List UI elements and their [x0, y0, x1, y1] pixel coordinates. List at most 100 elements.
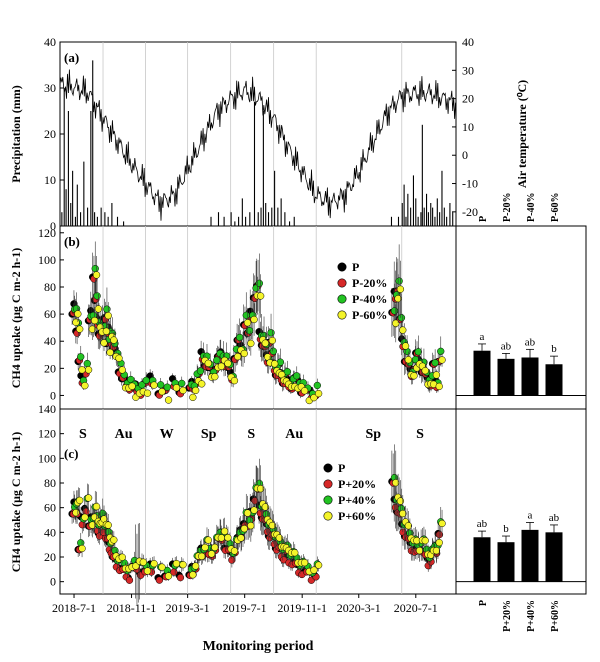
bar-category-label: P+20%: [502, 600, 513, 632]
data-point: [102, 327, 111, 335]
panel-a-right-ticks: -20 -10 0 10 20 30 40: [452, 35, 478, 219]
bar-category-label: P-60%: [550, 193, 561, 222]
bar-category-label: P: [478, 216, 489, 222]
data-point: [414, 348, 422, 356]
data-point: [72, 318, 80, 326]
data-point: [411, 355, 420, 364]
y-tick-label: 0: [50, 575, 56, 589]
bar: [521, 357, 539, 396]
legend-marker: [323, 511, 333, 521]
data-point: [150, 560, 158, 568]
data-point: [91, 316, 99, 325]
data-point: [100, 339, 108, 347]
data-point: [268, 336, 276, 345]
data-point: [118, 366, 126, 374]
data-point: [392, 479, 400, 487]
data-point: [396, 497, 405, 505]
y-tick-label: 60: [44, 307, 56, 321]
data-point: [172, 559, 181, 568]
data-point: [163, 383, 171, 391]
data-point: [221, 527, 229, 535]
data-point: [198, 380, 206, 388]
precipitation-axis-title: Precipitation (mm): [9, 85, 23, 182]
data-point: [192, 562, 200, 570]
data-point: [155, 576, 164, 584]
data-point: [179, 561, 187, 569]
data-point: [192, 386, 200, 395]
significance-letter: b: [551, 343, 557, 355]
data-point: [247, 522, 255, 530]
data-point: [401, 342, 410, 350]
data-point: [189, 393, 197, 402]
y-tick-label: 60: [44, 501, 56, 515]
panel-c-y-ticks: 0 20 40 60 80 100 120 140: [38, 402, 64, 589]
data-point: [198, 552, 206, 560]
data-point: [81, 513, 89, 521]
season-label: S: [79, 427, 87, 442]
y-tick-label: 120: [38, 427, 56, 441]
data-point: [204, 536, 212, 544]
data-point: [118, 553, 126, 561]
data-point: [404, 356, 413, 364]
significance-letter: ab: [501, 340, 512, 352]
data-point: [243, 509, 252, 517]
precip-tick-label: 40: [44, 35, 56, 49]
legend-marker: [337, 278, 347, 288]
data-point: [432, 547, 441, 555]
data-point: [78, 544, 86, 553]
data-point: [78, 366, 86, 374]
data-point: [104, 521, 112, 529]
x-tick-label: 2018-7-1: [52, 601, 96, 615]
data-point: [176, 573, 185, 582]
data-point: [76, 325, 84, 333]
data-point: [275, 534, 284, 542]
data-point: [247, 339, 255, 348]
data-point: [211, 543, 219, 552]
data-point: [189, 571, 197, 579]
precip-tick-label: 0: [50, 219, 56, 233]
significance-letter: ab: [525, 336, 536, 348]
panel-b-label: (b): [64, 234, 80, 249]
data-point: [142, 376, 150, 384]
season-label: W: [160, 427, 174, 442]
bar-category-label: P+60%: [550, 600, 561, 632]
data-point: [415, 546, 424, 555]
panel-a-left-ticks: 0 10 20 30 40: [44, 35, 64, 233]
data-point: [435, 538, 443, 547]
data-point: [103, 305, 111, 313]
panel-b-bar-chart: a ab ab b: [456, 331, 586, 396]
data-point: [158, 388, 166, 396]
data-point: [313, 381, 321, 390]
precip-tick-label: 30: [44, 81, 56, 95]
data-point: [224, 359, 232, 368]
data-point: [92, 502, 101, 511]
panel-b-scatter-points: [68, 241, 446, 405]
y-tick-label: 140: [38, 402, 56, 416]
y-tick-label: 40: [44, 334, 56, 348]
panel-c-scatter-points: [68, 444, 446, 606]
data-point: [392, 319, 400, 327]
temp-tick-label: 40: [462, 35, 474, 49]
data-point: [76, 496, 84, 505]
data-point: [72, 509, 80, 517]
data-point: [84, 366, 93, 374]
data-point: [250, 506, 258, 514]
temperature-axis-title: Air temperature (⁰C): [515, 80, 529, 188]
season-label: Sp: [201, 427, 217, 442]
legend-marker: [323, 463, 333, 473]
panel-c-label: (c): [64, 446, 78, 461]
data-point: [125, 576, 134, 584]
data-point: [395, 277, 403, 285]
x-tick-label: 2020-7-1: [394, 601, 438, 615]
bar-category-label: P: [478, 600, 489, 606]
data-point: [201, 543, 209, 552]
bar: [473, 350, 491, 396]
panel-a-season-dividers: [102, 42, 403, 226]
panel-b-legend: P P-20% P-40% P-60%: [337, 260, 387, 322]
x-tick-label: 2019-3-1: [166, 601, 210, 615]
data-point: [236, 333, 244, 342]
bar: [473, 537, 491, 582]
data-point: [204, 359, 212, 367]
data-point: [268, 521, 276, 530]
